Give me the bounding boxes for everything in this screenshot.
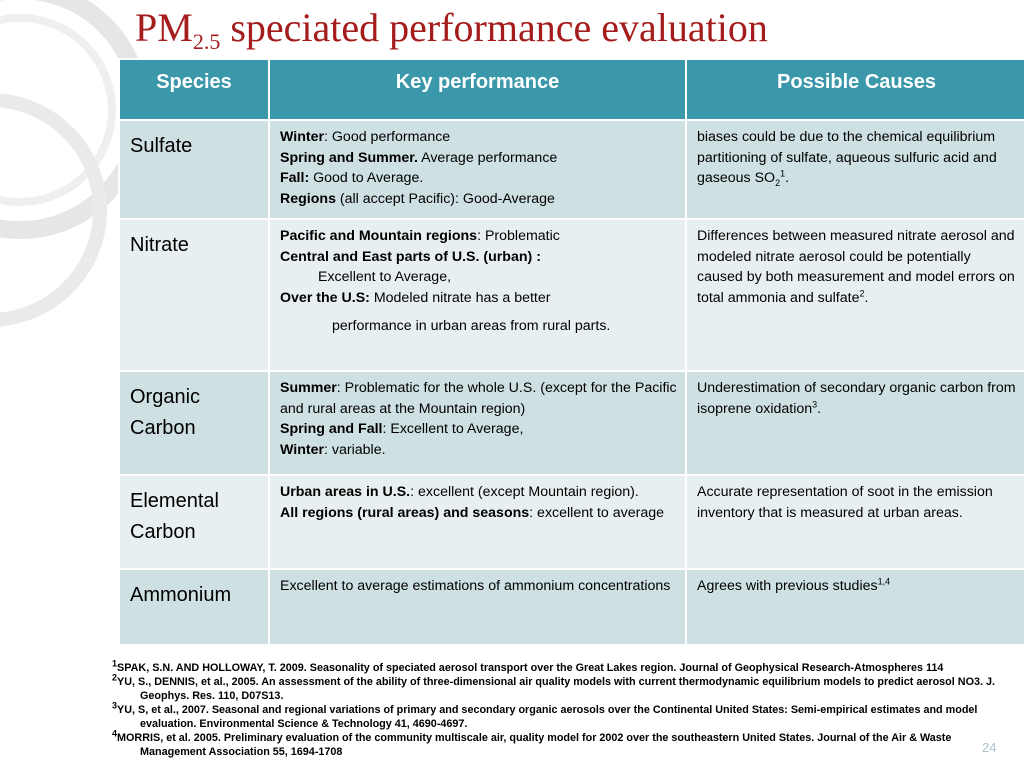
possible-causes-cell: Differences between measured nitrate aer… [685,218,1024,372]
performance-label: Regions [280,190,336,207]
possible-causes-cell: biases could be due to the chemical equi… [685,119,1024,220]
table-row: Ammonium Excellent to average estimations… [118,568,1024,646]
citation-superscript: 3 [812,398,818,409]
performance-label: Central and East parts of U.S. (urban) : [280,248,541,265]
performance-line: Over the U.S: Modeled nitrate has a bett… [280,288,677,309]
performance-line: All regions (rural areas) and seasons: e… [280,503,677,524]
title-main: PM [135,5,193,50]
header-species: Species [118,58,270,121]
performance-text: : Problematic for the whole U.S. (except… [280,380,677,417]
causes-text: Differences between measured nitrate aer… [697,228,1015,306]
table-row: Elemental Carbon Urban areas in U.S.: exc… [118,474,1024,570]
performance-line: performance in urban areas from rural pa… [280,308,677,337]
reference-item: 3YU, S, et al., 2007. Seasonal and regio… [112,700,1017,731]
reference-text: YU, S., DENNIS, et al., 2005. An assessm… [117,676,995,702]
slide-title: PM2.5 speciated performance evaluation [135,2,768,68]
performance-text: : Excellent to Average, [382,421,524,437]
performance-label: All regions (rural areas) and seasons [280,504,530,521]
reference-number: 3 [112,700,118,711]
reference-text: SPAK, S.N. AND HOLLOWAY, T. 2009. Season… [117,662,944,674]
performance-label: Winter [280,441,325,458]
reference-item: 1SPAK, S.N. AND HOLLOWAY, T. 2009. Seaso… [112,658,1017,675]
causes-end: . [817,400,822,417]
performance-text: Excellent to average estimations of ammo… [280,578,671,594]
species-cell: Ammonium [118,568,270,646]
causes-end: . [864,289,869,306]
performance-label: Summer [280,380,337,396]
species-cell: Nitrate [118,218,270,372]
performance-text: : Problematic [477,228,560,244]
table-row: Organic Carbon Summer: Problematic for th… [118,370,1024,476]
performance-text: Modeled nitrate has a better [373,289,551,306]
performance-label: Spring and Fall [280,421,383,437]
performance-text: Average performance [417,149,558,166]
causes-text: biases could be due to the chemical equi… [697,129,997,186]
key-performance-cell: Excellent to average estimations of ammo… [268,568,687,646]
citation-superscript: 2 [859,287,865,298]
species-cell: Elemental Carbon [118,474,270,570]
species-cell: Sulfate [118,119,270,220]
performance-text: : excellent to average [529,504,665,521]
possible-causes-cell: Agrees with previous studies1,4 [685,568,1024,646]
reference-text: MORRIS, et al. 2005. Preliminary evaluat… [117,732,952,758]
performance-line: Regions (all accept Pacific): Good-Avera… [280,189,677,210]
page-number: 24 [982,740,997,755]
performance-text: performance in urban areas from rural pa… [332,318,611,334]
performance-label: Fall: [280,170,310,186]
performance-line: Winter: Good performance [280,127,677,148]
performance-text: Good to Average. [309,170,424,186]
performance-label: Over the U.S: [280,289,374,306]
causes-text: Underestimation of secondary organic car… [697,380,1016,417]
performance-text: : Good performance [324,129,451,145]
performance-text: Excellent to Average, [318,269,452,285]
reference-item: 2YU, S., DENNIS, et al., 2005. An assess… [112,672,1017,703]
performance-line: Urban areas in U.S.: excellent (except M… [280,482,677,503]
possible-causes-cell: Accurate representation of soot in the e… [685,474,1024,570]
reference-number: 1 [112,658,118,669]
key-performance-cell: Summer: Problematic for the whole U.S. (… [268,370,687,476]
key-performance-cell: Pacific and Mountain regions: Problemati… [268,218,687,372]
title-subscript: 2.5 [192,29,221,54]
performance-label: Urban areas in U.S. [280,484,411,500]
performance-line: Excellent to Average, [280,267,677,288]
performance-text: : variable. [324,441,386,458]
performance-line: Excellent to average estimations of ammo… [280,576,677,597]
causes-text: Agrees with previous studies [697,578,878,594]
performance-label: Pacific and Mountain regions [280,228,478,244]
performance-label: Spring and Summer. [280,149,418,166]
key-performance-cell: Urban areas in U.S.: excellent (except M… [268,474,687,570]
causes-text: Accurate representation of soot in the e… [697,484,993,521]
header-key-performance: Key performance [268,58,687,121]
performance-text: (all accept Pacific): Good-Average [335,190,555,207]
performance-line: Winter: variable. [280,440,677,461]
reference-number: 2 [112,672,118,683]
table-row: Nitrate Pacific and Mountain regions: Pro… [118,218,1024,372]
causes-end: . [785,170,790,186]
references: 1SPAK, S.N. AND HOLLOWAY, T. 2009. Seaso… [112,658,1017,759]
performance-line: Pacific and Mountain regions: Problemati… [280,226,677,247]
citation-superscript: 1,4 [877,576,891,587]
key-performance-cell: Winter: Good performance Spring and Summe… [268,119,687,220]
citation-superscript: 1 [780,168,786,179]
performance-line: Central and East parts of U.S. (urban) : [280,247,677,268]
causes-subscript: 2 [775,177,781,188]
performance-line: Summer: Problematic for the whole U.S. (… [280,378,677,419]
title-rest: speciated performance evaluation [220,5,768,50]
header-possible-causes: Possible Causes [685,58,1024,121]
performance-text: : excellent (except Mountain region). [410,484,639,500]
reference-number: 4 [112,728,118,739]
possible-causes-cell: Underestimation of secondary organic car… [685,370,1024,476]
performance-line: Spring and Fall: Excellent to Average, [280,419,677,440]
performance-line: Fall: Good to Average. [280,168,677,189]
performance-line: Spring and Summer. Average performance [280,148,677,169]
performance-label: Winter [280,129,325,145]
table-header-row: Species Key performance Possible Causes [118,58,1024,121]
reference-text: YU, S, et al., 2007. Seasonal and region… [117,704,978,730]
performance-table: Species Key performance Possible Causes … [118,58,1024,646]
species-cell: Organic Carbon [118,370,270,476]
reference-item: 4MORRIS, et al. 2005. Preliminary evalua… [112,728,1017,759]
table-row: Sulfate Winter: Good performance Spring an… [118,119,1024,220]
